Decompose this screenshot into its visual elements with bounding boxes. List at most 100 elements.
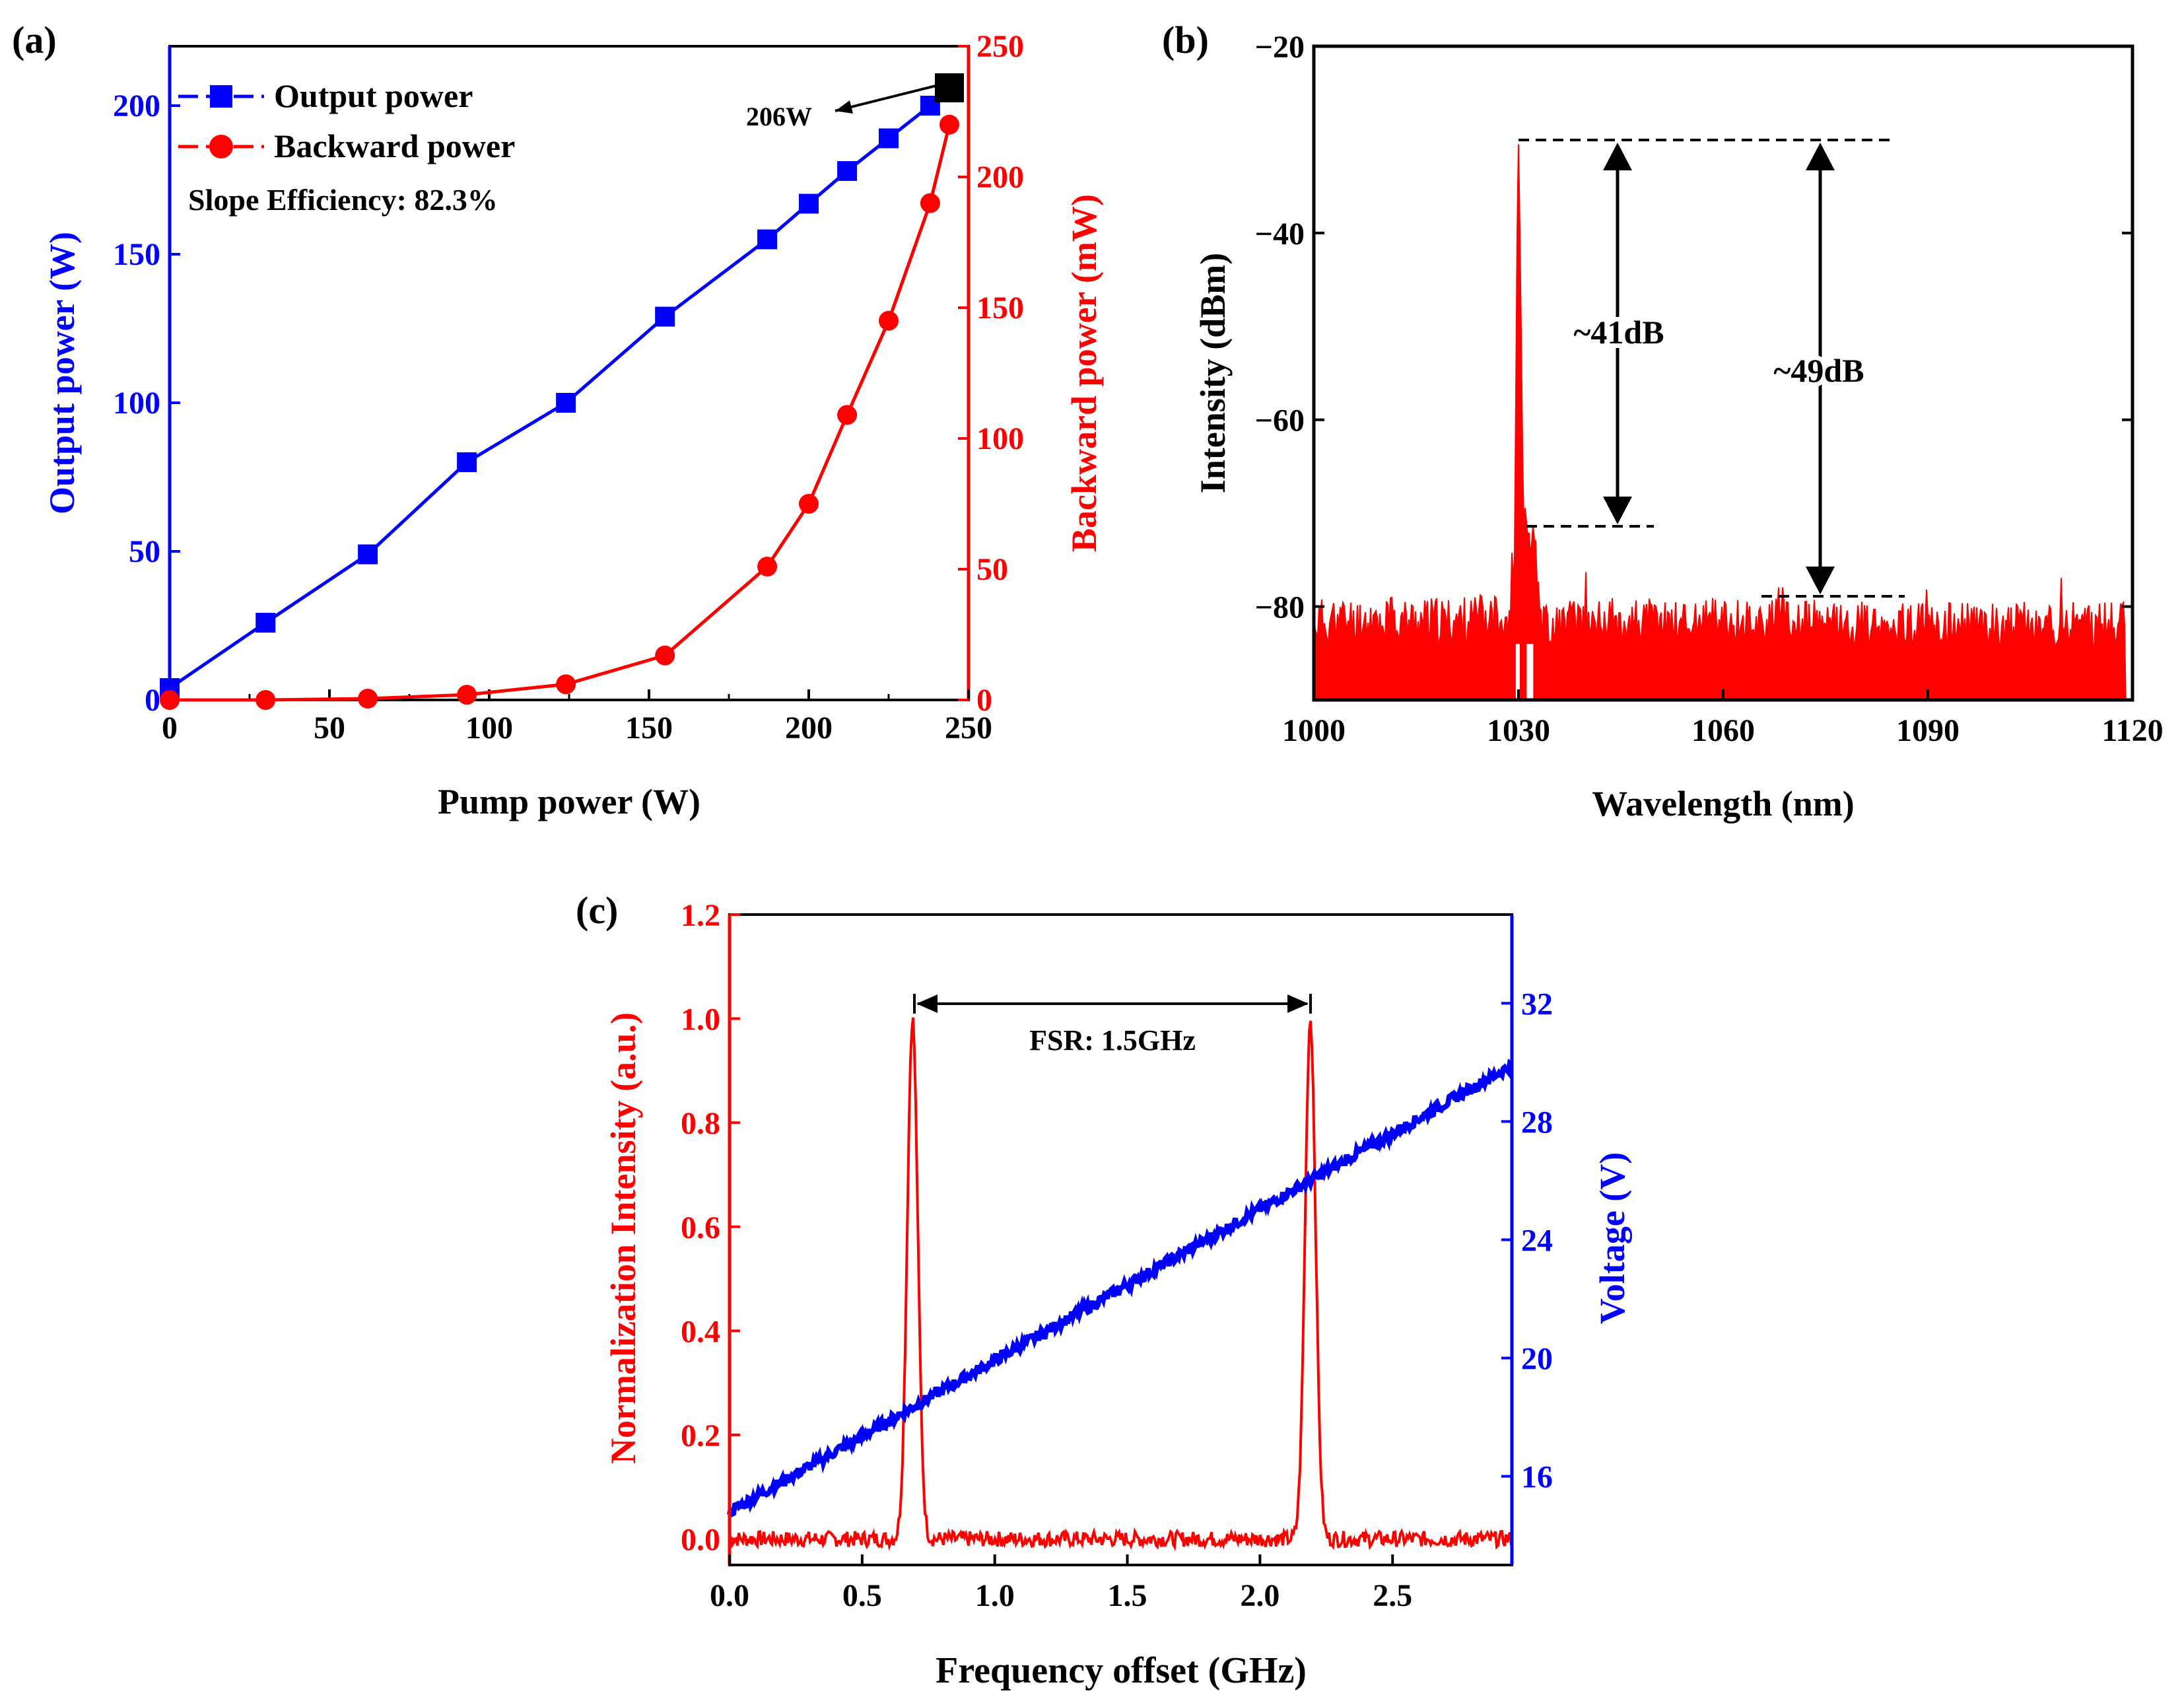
panel-a: (a) 0 50 100 150 200 250 0 50 100 150 200 0 50 100 1…	[12, 18, 1104, 821]
voltage-trace	[727, 1059, 1513, 1518]
panel-a-right-axis-title: Backward power (mW)	[1064, 194, 1104, 552]
panel-c-right-ticks: 16 20 24 28 32	[1501, 987, 1553, 1495]
y-left-tick-label: 0.8	[681, 1106, 720, 1141]
panel-c-plot-frame	[728, 913, 1513, 1566]
y-right-tick-label: 250	[976, 29, 1024, 64]
panel-a-legend: Output power Backward power	[178, 77, 515, 164]
backward-power-point	[799, 494, 819, 514]
y-right-tick-label: 24	[1521, 1224, 1553, 1259]
x-tick-label: 150	[625, 711, 673, 746]
legend-backward-power: Backward power	[274, 127, 515, 164]
output-power-point	[358, 544, 378, 565]
x-tick-label: 200	[785, 711, 833, 746]
backward-power-point	[160, 690, 180, 710]
panel-a-206w-label: 206W	[746, 102, 812, 131]
legend-output-power: Output power	[274, 77, 473, 114]
y-left-tick-label: 0.0	[681, 1523, 720, 1558]
output-power-point	[556, 393, 576, 413]
panel-b-x-axis-title: Wavelength (nm)	[1592, 784, 1855, 823]
panel-a-x-ticks: 0 50 100 150 200 250	[162, 689, 992, 746]
y-left-tick-label: 0	[145, 683, 160, 718]
backward-power-point	[879, 310, 899, 331]
y-left-tick-label: 1.2	[681, 898, 720, 933]
panel-c-fsr-label: FSR: 1.5GHz	[1029, 1024, 1196, 1057]
x-tick-label: 1.0	[975, 1578, 1015, 1613]
x-tick-label: 0.0	[710, 1578, 749, 1613]
backward-power-point	[556, 674, 576, 695]
panel-b-arrow-49db	[1806, 143, 1835, 594]
backward-power-point	[358, 689, 378, 709]
panel-b: (b) 1000 1030 1060 1090 1120 −20 −40 −60 −80 ~4…	[1162, 18, 2164, 823]
y-tick-label: −40	[1255, 217, 1305, 252]
intensity-trace	[728, 1017, 1513, 1552]
y-left-tick-label: 0.6	[681, 1210, 720, 1245]
panel-b-label: (b)	[1162, 18, 1209, 61]
y-left-tick-label: 50	[129, 534, 160, 569]
panel-a-206w-arrow-line	[835, 83, 941, 112]
output-power-point	[757, 229, 778, 250]
x-tick-label: 1000	[1282, 713, 1346, 748]
backward-power-point	[457, 685, 477, 705]
y-right-tick-label: 0	[976, 683, 992, 718]
backward-power-point	[256, 690, 276, 710]
panel-a-left-axis-title: Output power (W)	[42, 232, 82, 514]
y-right-tick-label: 100	[976, 421, 1024, 456]
y-left-tick-label: 200	[113, 88, 160, 123]
x-tick-label: 2.5	[1373, 1578, 1412, 1613]
panel-b-series	[1313, 144, 2127, 701]
panel-a-slope-annotation: Slope Efficiency: 82.3%	[188, 183, 498, 217]
x-tick-label: 50	[314, 711, 345, 746]
y-left-tick-label: 0.2	[681, 1418, 720, 1453]
panel-b-arrow-41db	[1603, 143, 1632, 524]
panel-c-left-axis-title: Normalization Intensity (a.u.)	[603, 1012, 643, 1464]
panel-a-left-ticks: 0 50 100 150 200	[113, 88, 180, 718]
output-power-point	[799, 193, 819, 214]
y-tick-label: −60	[1255, 403, 1305, 438]
y-left-tick-label: 150	[113, 237, 160, 272]
y-right-tick-label: 150	[976, 291, 1024, 326]
panel-b-x-ticks: 1000 1030 1060 1090 1120	[1282, 689, 2164, 748]
panel-b-y-axis-title: Intensity (dBm)	[1193, 253, 1233, 494]
panel-c-series	[727, 1017, 1513, 1552]
x-tick-label: 0	[162, 711, 178, 746]
spectrum-trace	[1313, 144, 2127, 701]
x-tick-label: 250	[945, 711, 992, 746]
panel-a-x-axis-title: Pump power (W)	[438, 782, 700, 821]
backward-power-point	[920, 193, 940, 213]
panel-c-x-axis-title: Frequency offset (GHz)	[936, 1650, 1307, 1691]
y-tick-label: −80	[1255, 590, 1305, 625]
panel-a-206w-arrowhead	[835, 100, 853, 114]
spectrum-gap	[1515, 644, 1520, 700]
backward-power-point	[939, 114, 959, 135]
x-tick-label: 1030	[1487, 713, 1550, 748]
y-left-tick-label: 100	[113, 386, 160, 421]
y-left-tick-label: 0.4	[681, 1314, 720, 1349]
x-tick-label: 0.5	[842, 1578, 882, 1613]
x-tick-label: 2.0	[1240, 1578, 1280, 1613]
output-power-point	[655, 306, 675, 327]
spectrum-gap	[1526, 644, 1534, 700]
x-tick-label: 1060	[1691, 713, 1755, 748]
backward-power-point	[837, 405, 858, 425]
y-right-tick-label: 50	[976, 552, 1008, 587]
x-tick-label: 1.5	[1108, 1578, 1147, 1613]
y-tick-label: −20	[1255, 30, 1305, 65]
panel-a-right-ticks: 0 50 100 150 200 250	[958, 29, 1024, 718]
panel-a-series	[160, 96, 959, 710]
x-tick-label: 1120	[2101, 713, 2163, 748]
panel-c-right-axis-title: Voltage (V)	[1592, 1152, 1632, 1324]
x-tick-label: 100	[465, 711, 513, 746]
panel-c: (c) 0.0 0.5 1.0 1.5 2.0 2.5 0.0 0.2 0.4 0.6 0.8 1.…	[576, 889, 1632, 1691]
backward-power-point	[655, 645, 675, 666]
y-right-tick-label: 20	[1521, 1342, 1553, 1377]
panel-c-fsr-marker	[913, 994, 1312, 1014]
y-right-tick-label: 32	[1521, 987, 1553, 1022]
output-power-point	[837, 161, 858, 181]
y-right-tick-label: 200	[976, 160, 1024, 195]
output-power-point	[256, 613, 276, 633]
panel-c-x-ticks: 0.0 0.5 1.0 1.5 2.0 2.5	[710, 1554, 1412, 1613]
panel-a-206w-marker	[934, 73, 964, 102]
output-power-point	[879, 128, 899, 149]
panel-a-label: (a)	[12, 18, 57, 61]
